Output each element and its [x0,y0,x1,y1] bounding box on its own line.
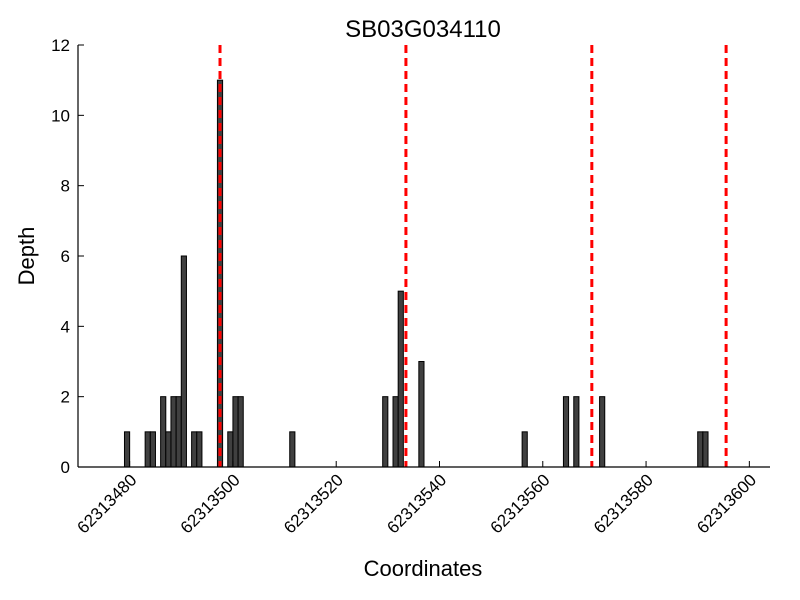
x-tick-label: 62313480 [74,470,141,537]
bar [196,431,203,468]
x-tick-label: 62313580 [590,470,657,537]
y-tick-label: 12 [51,36,70,55]
bar [175,396,182,468]
bar [599,396,606,468]
bar [160,396,167,468]
bar [521,431,528,468]
x-tick-label: 62313560 [487,470,554,537]
y-tick-label: 4 [61,317,70,336]
bar-series [123,79,709,468]
bar [573,396,580,468]
bar [702,431,709,468]
bar [123,431,131,468]
y-tick-label: 2 [61,388,70,407]
bar [144,431,151,468]
bar [418,361,425,468]
bar [237,396,244,468]
y-tick-label: 6 [61,247,70,266]
x-tick-label: 62313500 [177,470,244,537]
bar [170,396,177,468]
bar [697,431,704,468]
bar [165,431,172,468]
bar [392,396,399,468]
bar [562,396,570,468]
y-axis-label: Depth [14,227,39,286]
y-tick-label: 8 [61,177,70,196]
y-tick-label: 0 [61,458,70,477]
bar [232,396,239,468]
x-axis-label: Coordinates [364,556,483,581]
x-tick-label: 62313600 [693,470,760,537]
x-tick-label: 62313520 [280,470,347,537]
bar [289,431,296,468]
y-ticks: 0 2 4 6 8 10 12 [51,36,84,477]
marker-lines [218,45,728,467]
bar [191,431,198,468]
y-tick-label: 10 [51,106,70,125]
bar [149,431,156,468]
bar [382,396,389,468]
x-tick-label: 62313540 [383,470,450,537]
bar [227,431,234,468]
bar [180,255,187,468]
chart-title: SB03G034110 [345,16,501,43]
x-ticks: 62313480 62313500 62313520 62313540 62313560… [74,461,760,537]
bar [397,290,404,468]
